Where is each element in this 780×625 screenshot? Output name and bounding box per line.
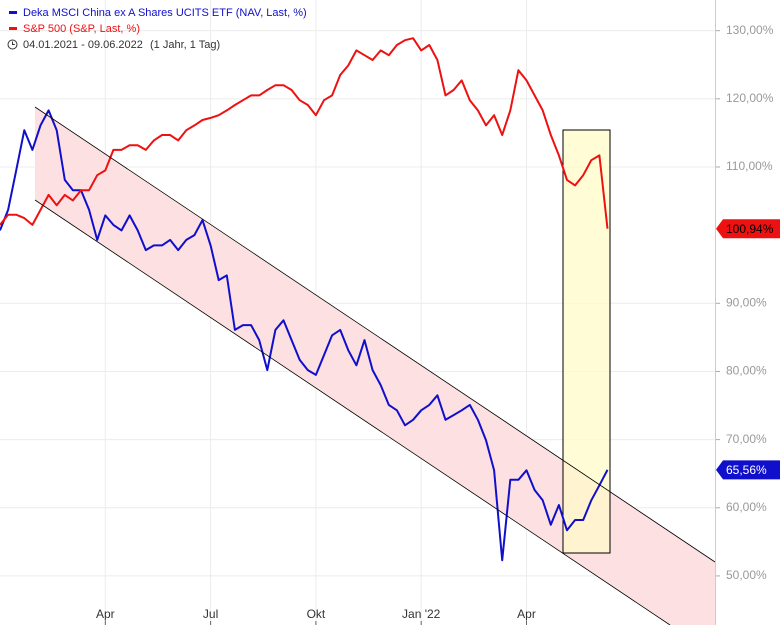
- clock-icon: [7, 39, 18, 50]
- y-tick-label: 130,00%: [726, 23, 774, 37]
- value-label: 100,94%: [726, 222, 774, 236]
- x-tick-label: Okt: [307, 607, 326, 621]
- trend-channel: [35, 107, 715, 625]
- legend: Deka MSCI China ex A Shares UCITS ETF (N…: [7, 7, 307, 51]
- legend-label: S&P 500 (S&P, Last, %): [23, 23, 140, 35]
- y-tick-label: 90,00%: [726, 295, 767, 309]
- channel-lower: [34, 199, 671, 625]
- y-tick-label: 120,00%: [726, 91, 774, 105]
- value-label: 65,56%: [726, 463, 767, 477]
- y-tick-label: 60,00%: [726, 500, 767, 514]
- channel-upper: [34, 106, 716, 563]
- highlight-box: [562, 129, 611, 554]
- legend-swatch-1: [9, 27, 17, 30]
- lines: [0, 37, 609, 562]
- legend-swatch-0: [9, 11, 17, 14]
- interval: (1 Jahr, 1 Tag): [150, 39, 220, 51]
- series-line: [0, 109, 609, 562]
- x-tick-label: Apr: [96, 607, 115, 621]
- x-tick-label: Apr: [517, 607, 536, 621]
- series-line: [0, 37, 609, 229]
- clock-hands: [12, 41, 15, 45]
- y-tick-label: 70,00%: [726, 432, 767, 446]
- y-tick-label: 50,00%: [726, 568, 767, 582]
- y-tick-label: 110,00%: [726, 159, 773, 173]
- value-label-box: [716, 219, 780, 239]
- x-tick-label: Jul: [203, 607, 218, 621]
- legend-label: Deka MSCI China ex A Shares UCITS ETF (N…: [23, 7, 307, 19]
- value-label-box: [716, 460, 780, 480]
- period: 04.01.2021 - 09.06.2022: [23, 39, 143, 51]
- x-tick-label: Jan '22: [402, 607, 441, 621]
- y-tick-label: 80,00%: [726, 364, 767, 378]
